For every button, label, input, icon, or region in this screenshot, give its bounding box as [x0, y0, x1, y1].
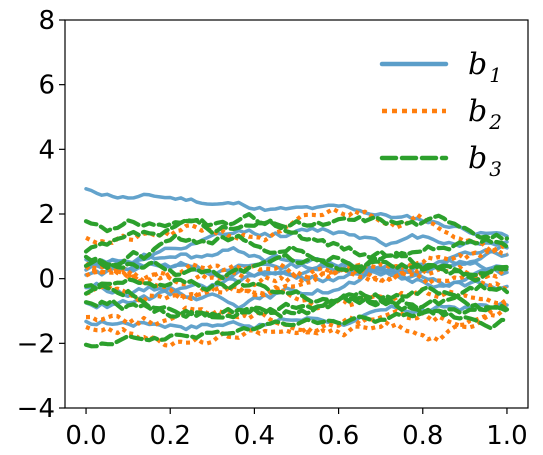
series-line-b1-0	[84, 187, 509, 238]
axes-frame	[64, 19, 529, 409]
series-line-b2-13	[85, 305, 509, 348]
x-tick-label: 0.0	[65, 421, 106, 451]
series-line-b3-16	[83, 233, 510, 273]
series-line-b2-11	[85, 283, 509, 311]
legend: b 1 b 2 b 3	[379, 47, 502, 181]
series-line-b3-21	[83, 212, 510, 278]
series-line-b3-22	[83, 277, 510, 312]
x-axis: 0.0 0.2 0.4 0.6 0.8 1.0	[65, 408, 528, 451]
y-tick-label: 0	[38, 265, 55, 295]
y-tick-label: 6	[38, 71, 55, 101]
x-tick-label: 0.6	[318, 421, 359, 451]
x-tick-label: 0.2	[150, 421, 191, 451]
y-tick-label: 8	[38, 6, 55, 36]
x-tick-label: 0.4	[234, 421, 275, 451]
series-line-b2-12	[85, 302, 508, 343]
series-line-b3-15	[83, 213, 510, 241]
x-tick-label: 0.8	[402, 421, 443, 451]
plot-lines	[83, 187, 510, 349]
y-tick-label: 4	[38, 135, 55, 165]
series-line-b3-20	[83, 304, 510, 349]
y-tick-label: −2	[17, 329, 55, 359]
series-line-b2-9	[84, 261, 509, 288]
y-tick-label: −4	[17, 394, 55, 424]
y-tick-label: 2	[38, 200, 55, 230]
y-axis: −4 −2 0 2 4 6 8	[17, 6, 65, 424]
x-tick-label: 1.0	[486, 421, 527, 451]
series-line-b3-18	[83, 282, 510, 320]
series-line-b3-17	[83, 253, 510, 283]
